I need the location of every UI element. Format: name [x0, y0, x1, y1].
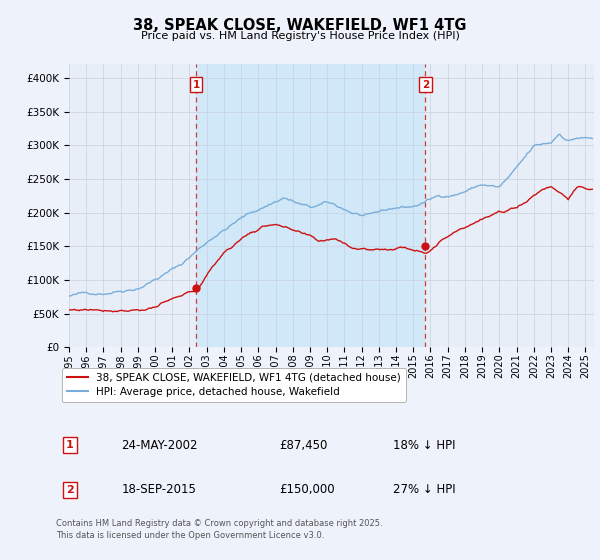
Text: 2: 2 — [422, 80, 429, 90]
Text: Contains HM Land Registry data © Crown copyright and database right 2025.
This d: Contains HM Land Registry data © Crown c… — [56, 519, 383, 539]
Text: Price paid vs. HM Land Registry's House Price Index (HPI): Price paid vs. HM Land Registry's House … — [140, 31, 460, 41]
Text: 38, SPEAK CLOSE, WAKEFIELD, WF1 4TG: 38, SPEAK CLOSE, WAKEFIELD, WF1 4TG — [133, 18, 467, 34]
Text: 18% ↓ HPI: 18% ↓ HPI — [393, 438, 455, 451]
Text: 1: 1 — [193, 80, 200, 90]
Text: 1: 1 — [66, 440, 74, 450]
Bar — [196, 64, 425, 347]
Text: 24-MAY-2002: 24-MAY-2002 — [122, 438, 198, 451]
Text: £87,450: £87,450 — [279, 438, 328, 451]
Text: 18-SEP-2015: 18-SEP-2015 — [122, 483, 196, 496]
Text: £150,000: £150,000 — [279, 483, 335, 496]
Text: 2: 2 — [66, 485, 74, 495]
Legend: 38, SPEAK CLOSE, WAKEFIELD, WF1 4TG (detached house), HPI: Average price, detach: 38, SPEAK CLOSE, WAKEFIELD, WF1 4TG (det… — [62, 368, 406, 402]
Text: 27% ↓ HPI: 27% ↓ HPI — [393, 483, 456, 496]
